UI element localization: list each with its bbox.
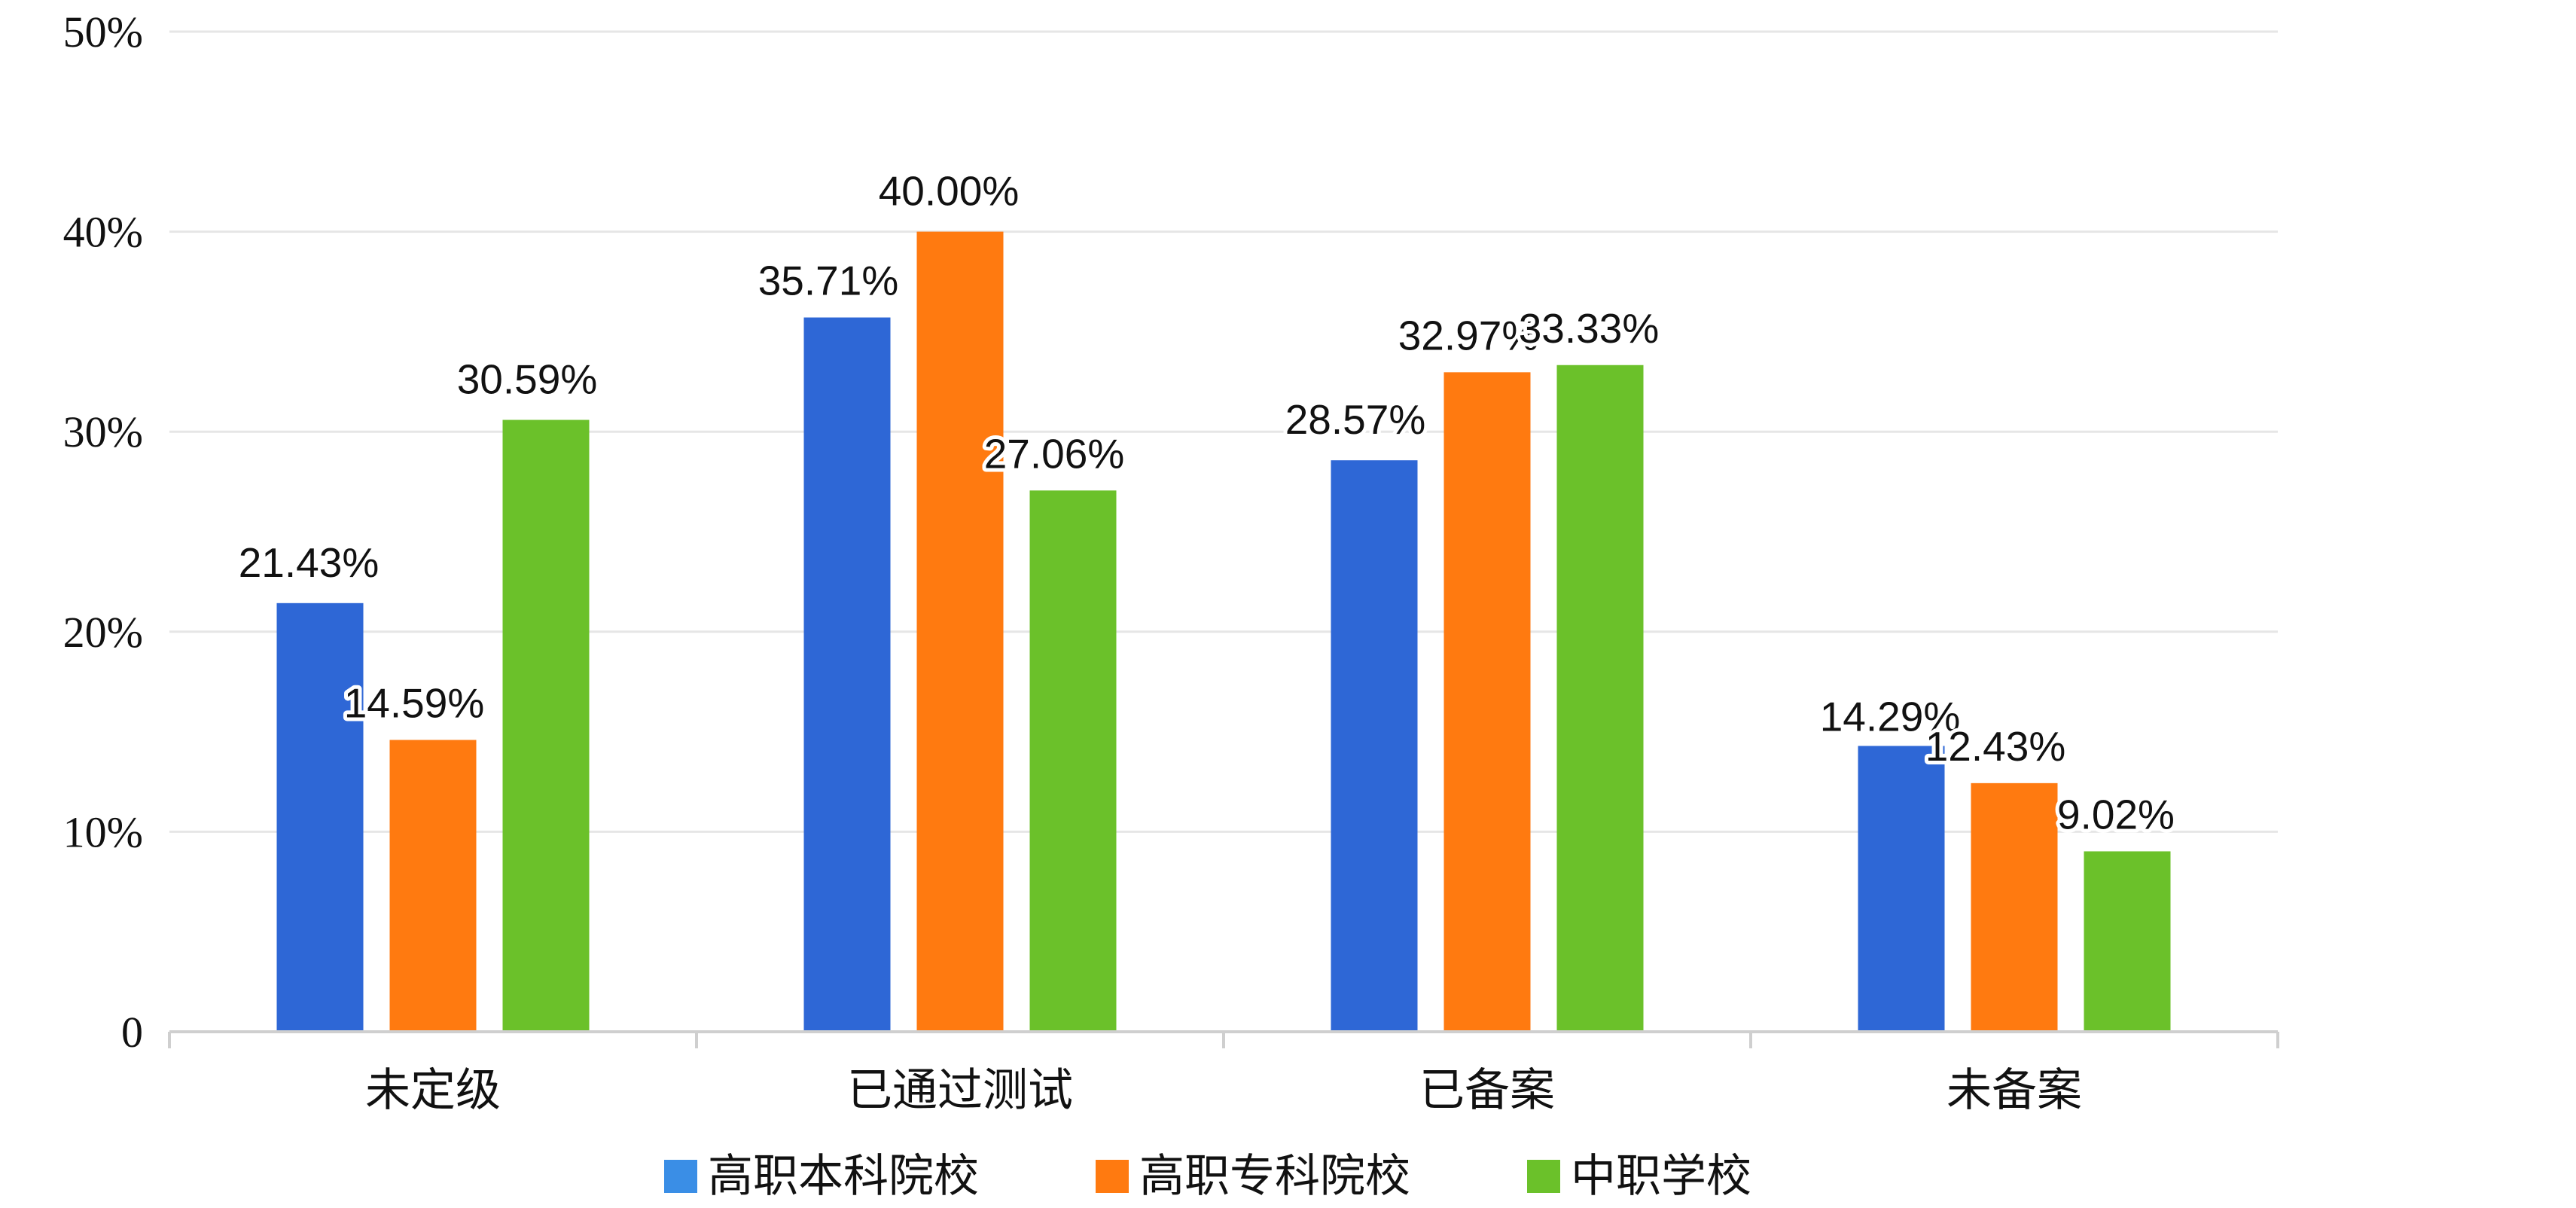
- bar: [1443, 372, 1531, 1033]
- legend-swatch: [1096, 1160, 1129, 1193]
- legend-label: 高职专科院校: [1139, 1150, 1410, 1203]
- y-axis: 0 10% 20% 30% 40% 50%: [63, 8, 143, 1057]
- y-tick-label: 50%: [63, 8, 143, 56]
- bar: [803, 317, 891, 1033]
- legend-label: 高职本科院校: [708, 1150, 979, 1203]
- data-label: 28.57%: [1285, 396, 1426, 443]
- data-label: 9.02%: [2057, 791, 2175, 837]
- data-label: 30.59%: [457, 356, 598, 403]
- bar: [1331, 460, 1418, 1032]
- bar: [1556, 365, 1644, 1032]
- legend-swatch: [1527, 1160, 1560, 1193]
- bar: [276, 602, 364, 1032]
- gridlines: [169, 30, 2278, 833]
- data-label: 14.59%: [344, 679, 485, 726]
- data-label: 33.33%: [1519, 305, 1660, 352]
- x-axis: 未定级 已通过测试 已备案 未备案: [168, 1030, 2279, 1117]
- y-tick-label: 20%: [63, 608, 143, 657]
- bar: [916, 231, 1004, 1033]
- data-label: 21.43%: [239, 539, 380, 586]
- legend: 高职本科院校 高职专科院校 中职学校: [664, 1150, 1751, 1203]
- y-tick-label: 10%: [63, 807, 143, 856]
- bar: [389, 740, 477, 1032]
- data-label: 35.71%: [758, 258, 899, 304]
- x-tick-label: 已通过测试: [847, 1064, 1073, 1117]
- y-tick-label: 0: [121, 1008, 143, 1057]
- bar: [502, 419, 590, 1032]
- data-label: 14.29%: [1820, 693, 1961, 740]
- data-label: 27.06%: [984, 430, 1125, 477]
- y-tick-label: 40%: [63, 208, 143, 257]
- legend-swatch: [664, 1160, 697, 1193]
- bar: [1858, 746, 1945, 1032]
- data-label: 12.43%: [1925, 723, 2066, 770]
- bar: [1971, 782, 2058, 1032]
- bars: [276, 231, 2171, 1033]
- legend-label: 中职学校: [1571, 1150, 1751, 1203]
- x-tick-label: 已备案: [1419, 1064, 1555, 1117]
- y-tick-label: 30%: [63, 407, 143, 456]
- x-tick-label: 未备案: [1946, 1064, 2082, 1117]
- x-tick-label: 未定级: [365, 1064, 501, 1117]
- bar: [1029, 490, 1117, 1032]
- data-label: 40.00%: [879, 168, 1020, 215]
- data-label: 32.97%: [1398, 312, 1539, 358]
- data-labels: 21.43% 14.59% 30.59% 35.71% 40.00% 27.06% 28.5…: [235, 164, 2178, 842]
- bar: [2084, 851, 2171, 1032]
